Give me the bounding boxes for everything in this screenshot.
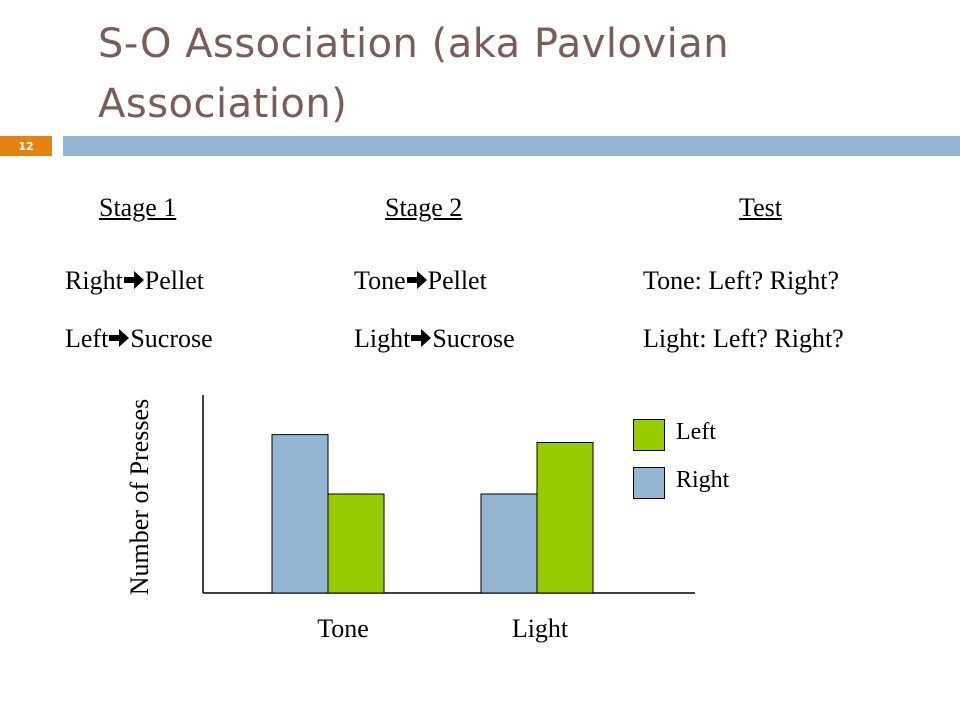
right-arrow-icon [411,329,432,347]
test-line-2: Light: Left? Right? [643,324,844,353]
right-arrow-icon [123,271,144,289]
stage-1-line-2-right: Sucrose [130,324,213,353]
right-arrow-icon [109,329,130,347]
stage-1-line-1-left: Right [65,266,123,295]
x-tick-labels: Tone Light [317,614,569,643]
test-line-1: Tone: Left? Right? [643,266,840,295]
stage-1-line-2: Left Sucrose [65,324,213,354]
stage-2-heading: Stage 2 [385,193,463,222]
legend-swatch-left [633,419,665,451]
stage-1-line-1-right: Pellet [144,266,205,295]
stage-2-line-2: Light Sucrose [354,324,515,354]
stage-2-line-2-right: Sucrose [432,324,515,353]
stage-1-heading: Stage 1 [99,193,177,222]
slide-number-badge: 12 [0,136,52,156]
bar-light-right [480,493,538,594]
stage-2-line-1-left: Tone [354,266,406,295]
stage-2-line-1-right: Pellet [427,266,487,295]
stage-2-line-1: Tone Pellet [354,266,487,296]
right-arrow-icon [406,271,427,289]
bar-tone-left [327,493,385,594]
stage-2-line-2-left: Light [354,324,411,353]
legend-label-left: Left [676,419,716,445]
stage-1-line-1: Right Pellet [65,266,204,296]
x-tick-label-tone: Tone [317,614,369,643]
bar-group [271,434,594,594]
title-rule [63,136,960,156]
test-heading: Test [739,193,782,222]
slide-title: S-O Association (aka Pavlovian Associati… [98,21,730,127]
bar-tone-right [271,434,329,594]
legend-label-right: Right [676,467,730,493]
x-tick-label-light: Light [512,614,569,643]
bar-light-left [536,442,594,594]
stage-1-line-2-left: Left [65,324,109,353]
legend-swatch-right [633,467,665,499]
